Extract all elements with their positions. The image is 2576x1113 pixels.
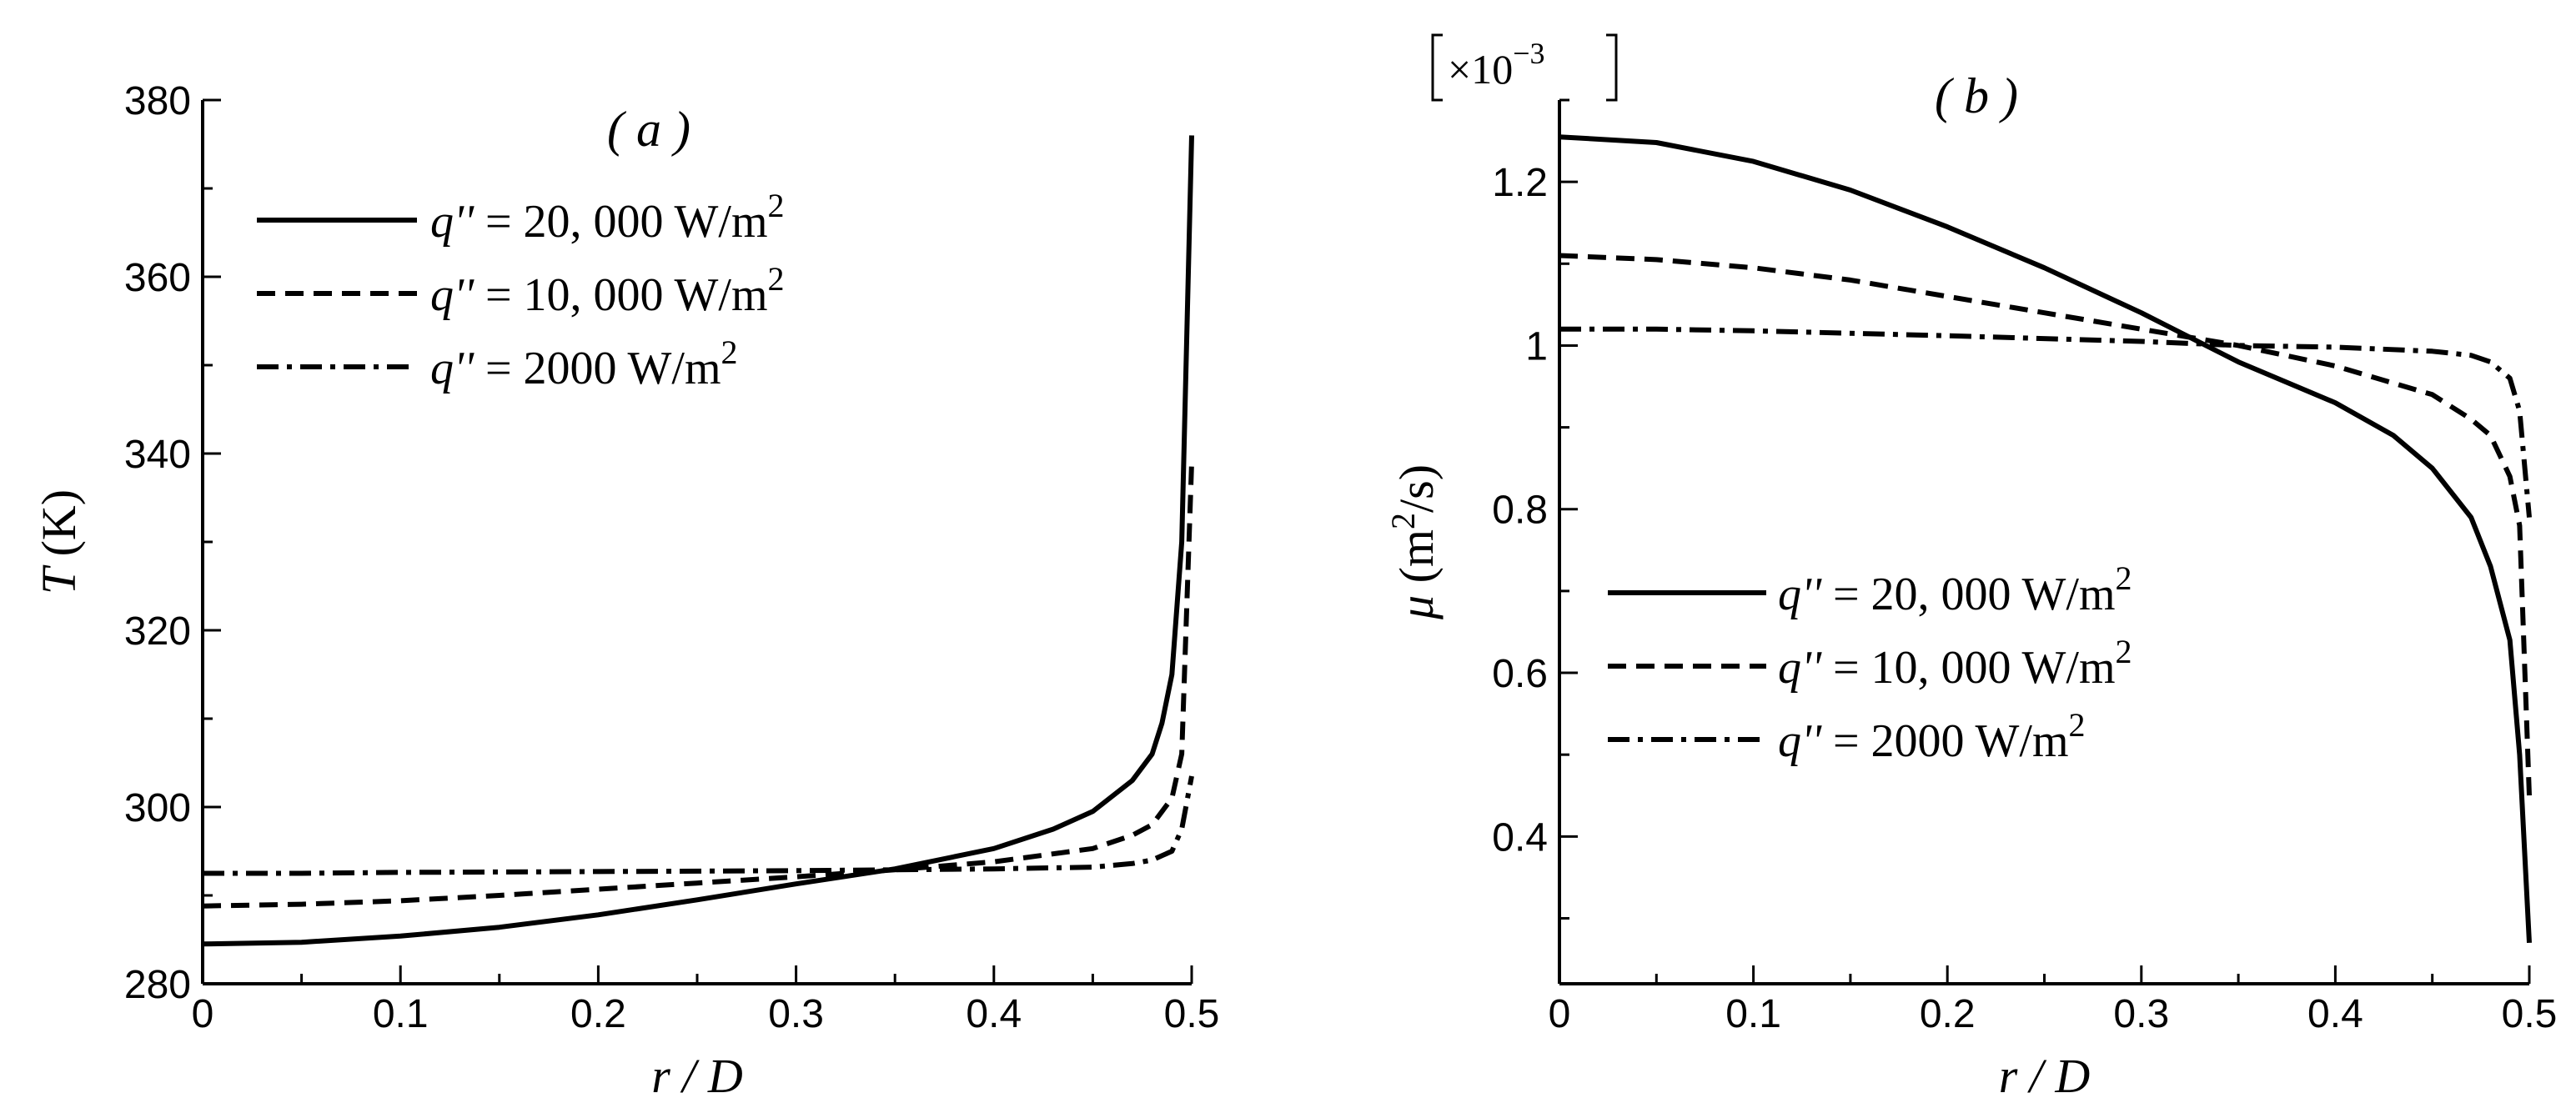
y-tick-label: 340 — [124, 433, 191, 477]
series-line-solid — [1559, 134, 2532, 944]
panel-label: ( a ) — [607, 102, 690, 157]
x-axis-label: r / D — [1999, 1049, 2091, 1103]
panel-b: 0 0.1 0.2 0.3 0.4 0.5 0.4 0.6 0.8 1 1.2 r / D μ (m2/… — [1384, 33, 2558, 1103]
x-tick-label: 0.3 — [768, 992, 824, 1036]
x-tick-label: 0.2 — [1920, 992, 1976, 1036]
x-tick-label: 0 — [192, 992, 214, 1036]
series-line-dashdot — [1559, 326, 2532, 518]
y-tick-label: 0.8 — [1492, 489, 1548, 533]
y-tick-label: 320 — [124, 609, 191, 654]
y-axis-label: μ (m2/s) — [1384, 464, 1444, 620]
multiplier-bracket-left — [1431, 33, 1443, 102]
y-tick-label: 1 — [1525, 324, 1548, 368]
y-tick-label: 1.2 — [1492, 161, 1548, 205]
x-tick-label: 0.4 — [966, 992, 1022, 1036]
y-tick-label: 360 — [124, 256, 191, 300]
legend-label: q'' = 20, 000 W/m2 — [430, 187, 785, 248]
legend-label: q'' = 20, 000 W/m2 — [1778, 559, 2132, 620]
multiplier-bracket-right — [1606, 33, 1618, 102]
x-tick-label: 0.1 — [373, 992, 429, 1036]
x-tick-label: 0.5 — [1164, 992, 1220, 1036]
series-line-solid — [202, 135, 1194, 947]
y-tick-label: 300 — [124, 786, 191, 830]
series-line-dash — [1559, 253, 2532, 796]
legend-label: q'' = 10, 000 W/m2 — [1778, 633, 2132, 694]
y-axis-label: T (K) — [32, 489, 86, 594]
legend-label: q'' = 2000 W/m2 — [1778, 706, 2086, 767]
x-tick-label: 0 — [1549, 992, 1571, 1036]
x-tick-label: 0.5 — [2502, 992, 2558, 1036]
x-tick-label: 0.1 — [1725, 992, 1781, 1036]
x-tick-label: 0.3 — [2113, 992, 2169, 1036]
panel-label: ( b ) — [1935, 68, 2018, 123]
y-tick-label: 0.4 — [1492, 815, 1548, 860]
panel-a: 0 0.1 0.2 0.3 0.4 0.5 280 300 320 340 360 380 r / D T… — [32, 79, 1219, 1103]
axis-multiplier: ×10−3 — [1448, 37, 1545, 93]
legend-label: q'' = 2000 W/m2 — [430, 333, 738, 394]
x-tick-label: 0.4 — [2307, 992, 2363, 1036]
x-tick-label: 0.2 — [570, 992, 626, 1036]
x-axis-label: r / D — [651, 1049, 743, 1103]
y-tick-label: 380 — [124, 79, 191, 123]
y-tick-label: 0.6 — [1492, 652, 1548, 696]
series-line-dash — [202, 462, 1194, 909]
series-line-dashdot — [203, 775, 1194, 876]
legend-label: q'' = 10, 000 W/m2 — [430, 260, 785, 321]
y-tick-label: 280 — [124, 963, 191, 1007]
